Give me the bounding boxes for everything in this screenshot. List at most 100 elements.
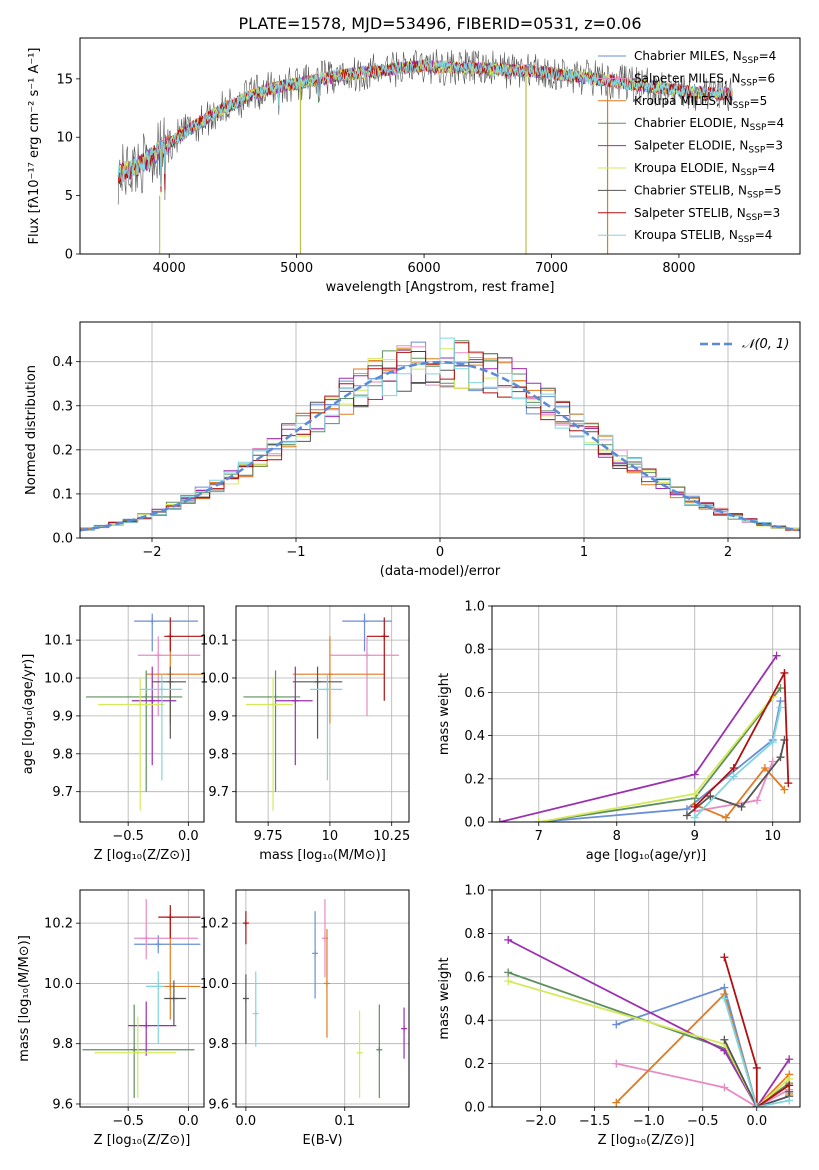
data-point	[401, 1025, 408, 1032]
legend-entry: 𝒩(0, 1)	[742, 337, 789, 352]
weight-point	[785, 1055, 794, 1064]
x-tick-label: 8000	[662, 261, 695, 276]
y-tick-label: 9.8	[208, 747, 229, 762]
y-tick-label: 0.0	[464, 1101, 485, 1116]
x-tick-label: 7000	[535, 261, 568, 276]
y-tick-label: 0.2	[464, 772, 485, 787]
data-point	[270, 701, 277, 708]
x-axis-label: Z [log₁₀(Z/Z⊙)]	[94, 1133, 191, 1148]
y-tick-label: 5	[65, 189, 73, 204]
legend-entry: Chabrier STELIB, NSSP=5	[634, 183, 782, 200]
legend-entry: Salpeter ELODIE, NSSP=3	[634, 139, 783, 156]
data-point	[143, 1022, 150, 1029]
weight-line	[507, 980, 790, 1107]
x-tick-label: 4000	[153, 261, 186, 276]
y-tick-label: 10.0	[44, 977, 73, 992]
age-vs-mass-marks	[243, 613, 400, 811]
weight-point	[772, 651, 781, 660]
x-tick-label: 2	[724, 545, 732, 560]
weight-line	[723, 957, 790, 1107]
data-point	[167, 914, 174, 921]
data-point	[155, 652, 162, 659]
mass-vs-Z-marks	[82, 899, 201, 1098]
x-tick-label: −0.5	[687, 1114, 719, 1129]
y-tick-label: 9.8	[52, 1037, 73, 1052]
x-tick-label: 8	[613, 829, 621, 844]
legend-entry: Salpeter STELIB, NSSP=3	[634, 206, 780, 223]
y-tick-label: 10.2	[200, 917, 229, 932]
data-point	[242, 995, 249, 1002]
y-tick-label: 0.6	[464, 970, 485, 985]
data-point	[361, 618, 368, 625]
age-vs-Z-marks	[86, 613, 203, 811]
data-point	[158, 686, 165, 693]
weight-line	[694, 669, 790, 808]
axes-frame	[79, 605, 205, 823]
x-tick-label: −1.0	[633, 1114, 665, 1129]
weight-point	[690, 770, 699, 779]
y-tick-label: 0.0	[464, 816, 485, 831]
weight-point	[780, 668, 789, 677]
weight-point	[720, 953, 729, 962]
y-tick-label: 0.4	[464, 729, 485, 744]
weight-point	[768, 738, 777, 747]
x-tick-label: 7	[535, 829, 543, 844]
x-tick-label: 10.25	[373, 829, 410, 844]
y-tick-label: 0.4	[464, 1014, 485, 1029]
y-tick-label: 9.7	[208, 785, 229, 800]
weight-point	[768, 757, 777, 766]
axes-frame	[491, 605, 801, 823]
y-tick-label: 10.0	[200, 672, 229, 687]
data-point	[292, 697, 299, 704]
weight-point	[785, 1081, 794, 1090]
weight-line	[694, 707, 782, 819]
data-point	[167, 633, 174, 640]
data-point	[155, 941, 162, 948]
data-point	[252, 1010, 259, 1017]
weight-point	[776, 684, 785, 693]
y-tick-label: 0	[65, 248, 73, 263]
weight-point	[504, 968, 513, 977]
y-tick-label: 9.6	[52, 1097, 73, 1112]
y-tick-label: 0.6	[464, 686, 485, 701]
x-tick-label: −0.5	[112, 1114, 144, 1129]
weight-point	[690, 813, 699, 822]
weight-vs-age-axes	[488, 605, 800, 826]
mass-vs-EBV-axes	[232, 890, 409, 1111]
figure-title: PLATE=1578, MJD=53496, FIBERID=0531, z=0…	[238, 14, 641, 33]
y-tick-label: 9.9	[52, 709, 73, 724]
legend-entry: Kroupa STELIB, NSSP=4	[634, 228, 772, 245]
data-point	[323, 980, 330, 987]
axes-frame	[79, 321, 801, 539]
x-tick-label: 0.0	[236, 1114, 257, 1129]
y-tick-label: 10.2	[44, 917, 73, 932]
weight-point	[785, 1096, 794, 1105]
weight-point	[776, 753, 785, 762]
y-tick-label: 1.0	[464, 600, 485, 615]
axes-frame	[79, 37, 801, 255]
data-point	[143, 693, 150, 700]
weight-point	[737, 802, 746, 811]
y-tick-label: 0.1	[52, 487, 73, 502]
x-tick-label: −1.5	[579, 1114, 611, 1129]
y-tick-label: 9.7	[52, 785, 73, 800]
weight-point	[534, 818, 543, 822]
y-tick-label: 10.0	[44, 672, 73, 687]
data-point	[381, 633, 388, 640]
x-axis-label: mass [log₁₀(M/M⊙)]	[259, 848, 386, 863]
weight-point	[690, 802, 699, 811]
spectrum-axes	[76, 49, 733, 258]
weight-point	[720, 1083, 729, 1092]
y-tick-label: 0.2	[52, 443, 73, 458]
weight-point	[780, 785, 789, 794]
x-axis-label: wavelength [Angstrom, rest frame]	[326, 280, 555, 295]
y-axis-label: mass [log₁₀(M/M⊙)]	[17, 935, 32, 1062]
weight-point	[720, 1035, 729, 1044]
x-tick-label: −2.0	[525, 1114, 557, 1129]
spectrum-series-8	[117, 58, 733, 187]
y-axis-label: Flux [fλ10⁻¹⁷ erg cm⁻² s⁻¹ A⁻¹]	[27, 48, 42, 245]
weight-point	[612, 1020, 621, 1029]
data-point	[356, 1049, 363, 1056]
data-point	[137, 701, 144, 708]
